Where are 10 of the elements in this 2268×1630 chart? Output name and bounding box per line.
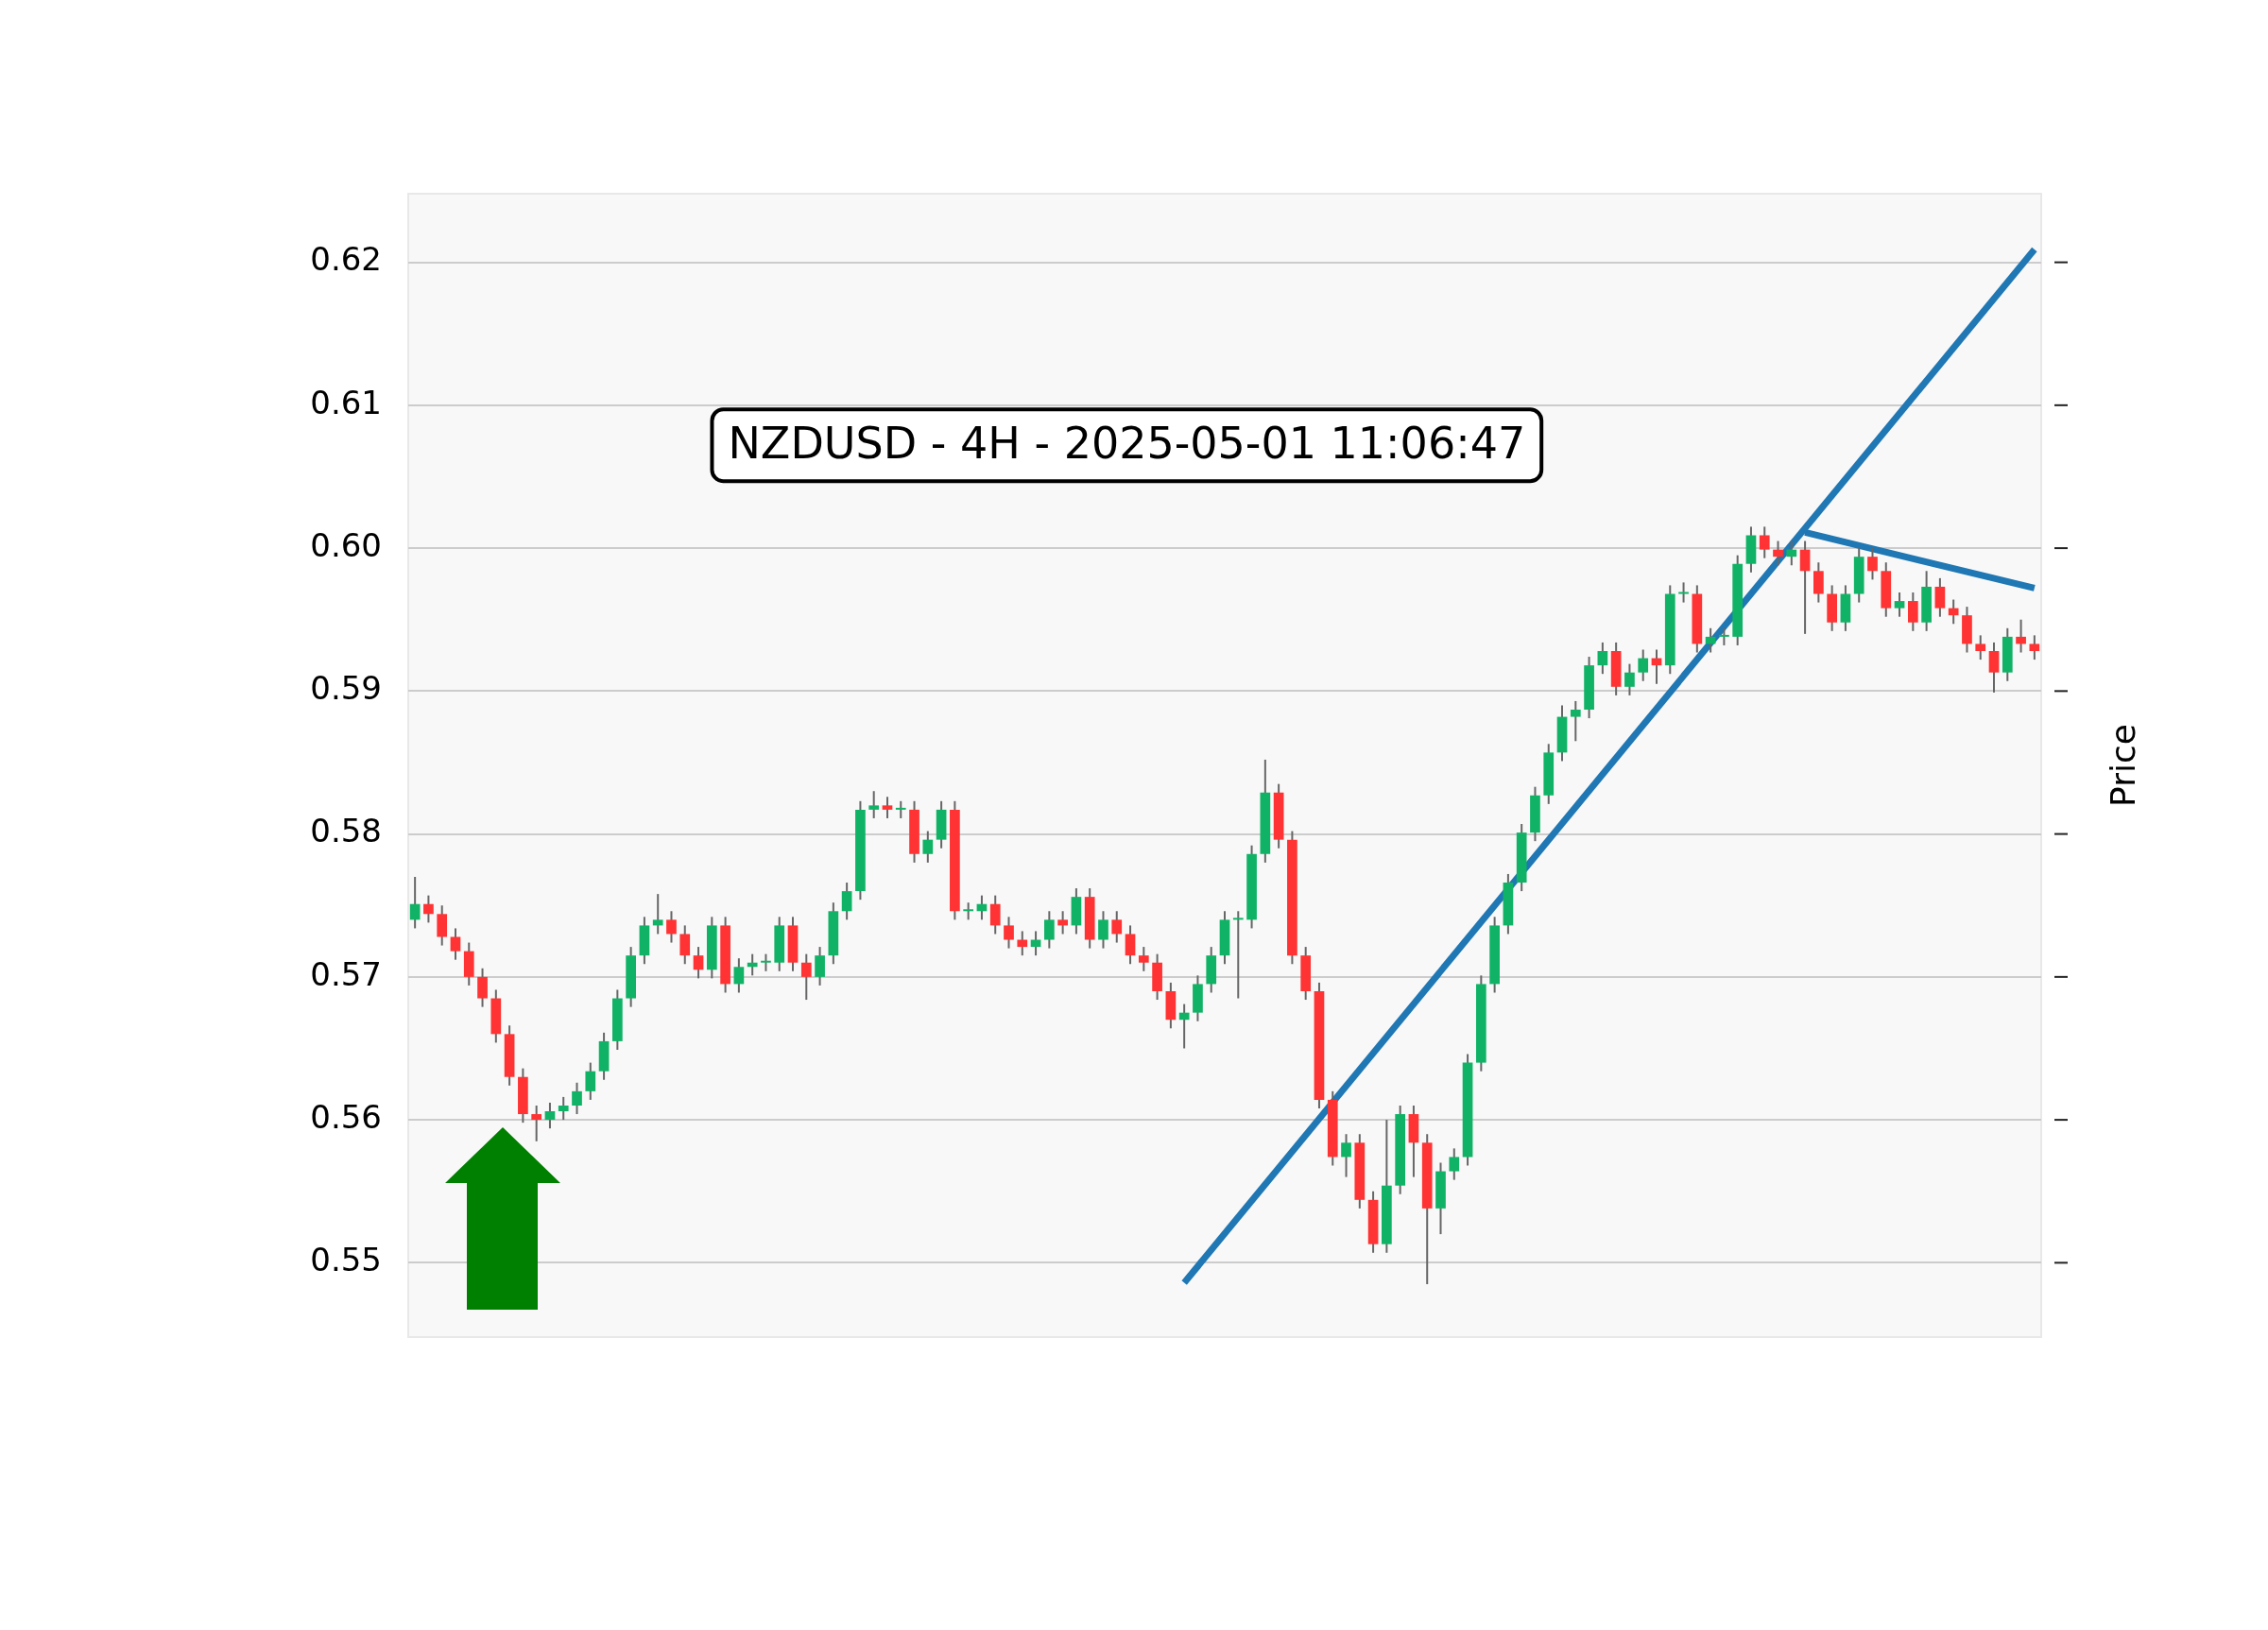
y-axis-title: Price <box>2104 724 2143 807</box>
y-tick-label: 0.55 <box>310 1241 382 1279</box>
y-tick-label: 0.57 <box>310 954 382 993</box>
y-tick-label: 0.61 <box>310 383 382 421</box>
annotation: NZDUSD - 4H - 2025-05-01 11:06:47 <box>728 418 1526 470</box>
y-tick-label: 0.59 <box>310 669 382 708</box>
y-tick-label: 0.62 <box>310 240 382 279</box>
y-tick-label: 0.58 <box>310 812 382 850</box>
y-tick-label: 0.56 <box>310 1097 382 1136</box>
y-tick-label: 0.60 <box>310 525 382 564</box>
